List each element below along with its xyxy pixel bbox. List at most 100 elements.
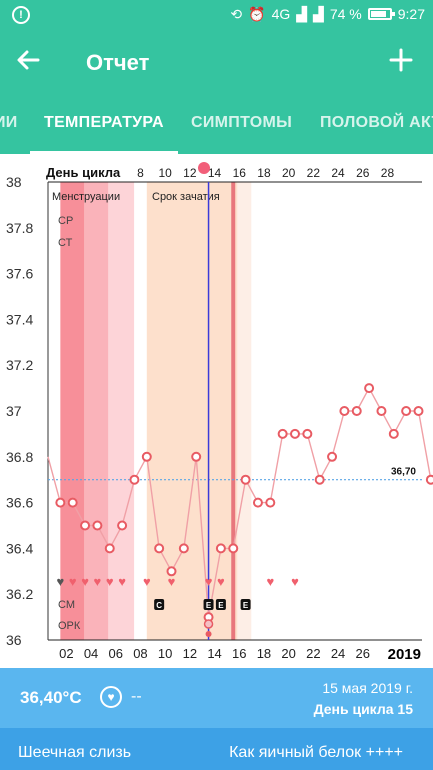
top-tick-label: 14: [208, 166, 222, 180]
temperature-point: [413, 406, 424, 416]
day-readout: 36,40°C ♥ -- 15 мая 2019 г. День цикла 1…: [0, 668, 433, 728]
top-tick-label: 18: [257, 166, 271, 180]
top-tick-label: 26: [356, 166, 370, 180]
notification-icon: !: [12, 6, 30, 24]
bottom-tick-label: 08: [133, 646, 147, 661]
row-label-st: СТ: [58, 237, 73, 249]
back-button[interactable]: [14, 46, 54, 82]
intercourse-heart-icon: ♥: [266, 574, 274, 589]
bottom-tick-label: 14: [207, 646, 221, 661]
top-tick-label: 12: [183, 166, 197, 180]
intercourse-heart-icon: ♥: [56, 574, 64, 589]
intercourse-heart-icon: ♥: [118, 574, 126, 589]
menstruation-label: Менструации: [52, 191, 120, 203]
bbt-chart-svg[interactable]: 38 37.8 37.6 37.4 37.2 37 36.8 36.6 36.4 36.2 36 Де…: [0, 154, 433, 668]
mucus-mark-label: E: [206, 601, 212, 610]
intercourse-heart-icon: ♥: [168, 574, 176, 589]
temperature-value: 36,40°C: [20, 688, 82, 707]
temperature-point: [228, 543, 239, 554]
y-tick-label: 38: [6, 174, 22, 190]
clock: 9:27: [397, 6, 425, 22]
temperature-point: [339, 406, 350, 416]
tab-bar: ИИ ТЕМПЕРАТУРА СИМПТОМЫ ПОЛОВОЙ АКТ: [0, 98, 433, 154]
mucus-label: Шеечная слизь: [18, 744, 132, 761]
bottom-tick-label: 18: [257, 646, 271, 661]
temperature-point: [166, 566, 177, 577]
temperature-point: [314, 474, 325, 485]
mucus-mark-label: C: [156, 601, 162, 610]
tab-temperature[interactable]: ТЕМПЕРАТУРА: [44, 114, 164, 131]
coverline-label: 36,70: [391, 467, 416, 478]
temperature-point: [327, 451, 338, 462]
top-tick-label: 20: [282, 166, 296, 180]
cervical-mucus-row[interactable]: Шеечная слизь Как яичный белок ++++: [0, 728, 433, 770]
temperature-point: [215, 543, 226, 554]
heart-icon[interactable]: ♥: [100, 686, 122, 708]
selected-date: 15 мая 2019 г.: [322, 680, 413, 696]
add-button[interactable]: [383, 44, 419, 80]
app-bar: Отчет: [0, 30, 433, 98]
page-title: Отчет: [86, 50, 150, 75]
y-tick-label: 37.4: [6, 311, 33, 327]
top-tick-label: 28: [381, 166, 395, 180]
bottom-tick-label: 20: [281, 646, 295, 661]
mucus-mark-bg: [240, 599, 251, 610]
temperature-point: [104, 543, 115, 554]
menstruation-band-mid: [84, 182, 109, 640]
temperature-chart[interactable]: 38 37.8 37.6 37.4 37.2 37 36.8 36.6 36.4 36.2 36 Де…: [0, 154, 433, 668]
selected-cycle-day: День цикла 15: [313, 701, 413, 717]
temperature-point: [154, 543, 165, 554]
tab-intercourse[interactable]: ПОЛОВОЙ АКТ: [320, 114, 433, 131]
bottom-tick-label: 24: [331, 646, 345, 661]
intercourse-heart-icon: ♥: [205, 574, 213, 589]
row-label-opk: ОРК: [58, 620, 81, 632]
cycle-day-header: День цикла: [46, 165, 121, 180]
temperature-point: [252, 497, 263, 508]
y-tick-label: 36.2: [6, 586, 33, 602]
temperature-point: [364, 383, 375, 394]
intercourse-heart-icon: ♥: [81, 574, 89, 589]
tab-symptoms[interactable]: СИМПТОМЫ: [191, 114, 293, 131]
temperature-point: [240, 474, 251, 485]
temperature-point: [80, 520, 91, 531]
bottom-tick-label: 26: [356, 646, 370, 661]
tab-indicator: [30, 151, 178, 154]
year-label: 2019: [388, 646, 421, 663]
status-bar: ! ⟲ ⏰ 4G ▟ ▟ 74 % 9:27: [0, 0, 433, 30]
bottom-tick-label: 02: [59, 646, 73, 661]
top-tick-label: 24: [331, 166, 345, 180]
rotate-icon: ⟲: [230, 6, 243, 22]
menstruation-band-light: [108, 182, 135, 640]
y-tick-label: 37: [6, 403, 22, 419]
battery-percent: 74 %: [329, 6, 362, 22]
top-tick-label: 16: [233, 166, 247, 180]
temperature-point: [67, 497, 78, 508]
signal2-icon: ▟: [313, 6, 324, 22]
y-tick-label: 36: [6, 632, 22, 648]
temperature-point: [117, 520, 128, 531]
temperature-point: [141, 451, 152, 462]
mucus-mark-bg: [203, 599, 214, 610]
note-value: --: [131, 688, 142, 705]
y-tick-label: 37.8: [6, 220, 33, 236]
temperature-point: [191, 451, 202, 462]
temperature-point: [388, 428, 399, 439]
tab-previous[interactable]: ИИ: [0, 114, 18, 131]
post-fertile-shade: [237, 182, 252, 640]
y-tick-label: 37.2: [6, 357, 33, 373]
temperature-point: [425, 474, 433, 485]
battery-icon: [367, 8, 395, 20]
bottom-tick-label: 06: [109, 646, 123, 661]
opk-dot-icon: [205, 631, 212, 637]
temperature-point: [265, 497, 276, 508]
intercourse-heart-icon: ♥: [143, 574, 151, 589]
bottom-tick-label: 12: [183, 646, 197, 661]
network-label: 4G: [271, 6, 291, 22]
temperature-point: [277, 428, 288, 439]
row-label-sm: СМ: [58, 599, 75, 611]
temperature-point: [376, 406, 387, 416]
fertile-label: Срок зачатия: [152, 191, 220, 203]
mucus-mark-bg: [215, 599, 226, 610]
signal-icon: ▟: [296, 6, 308, 22]
top-tick-label: 22: [307, 166, 321, 180]
